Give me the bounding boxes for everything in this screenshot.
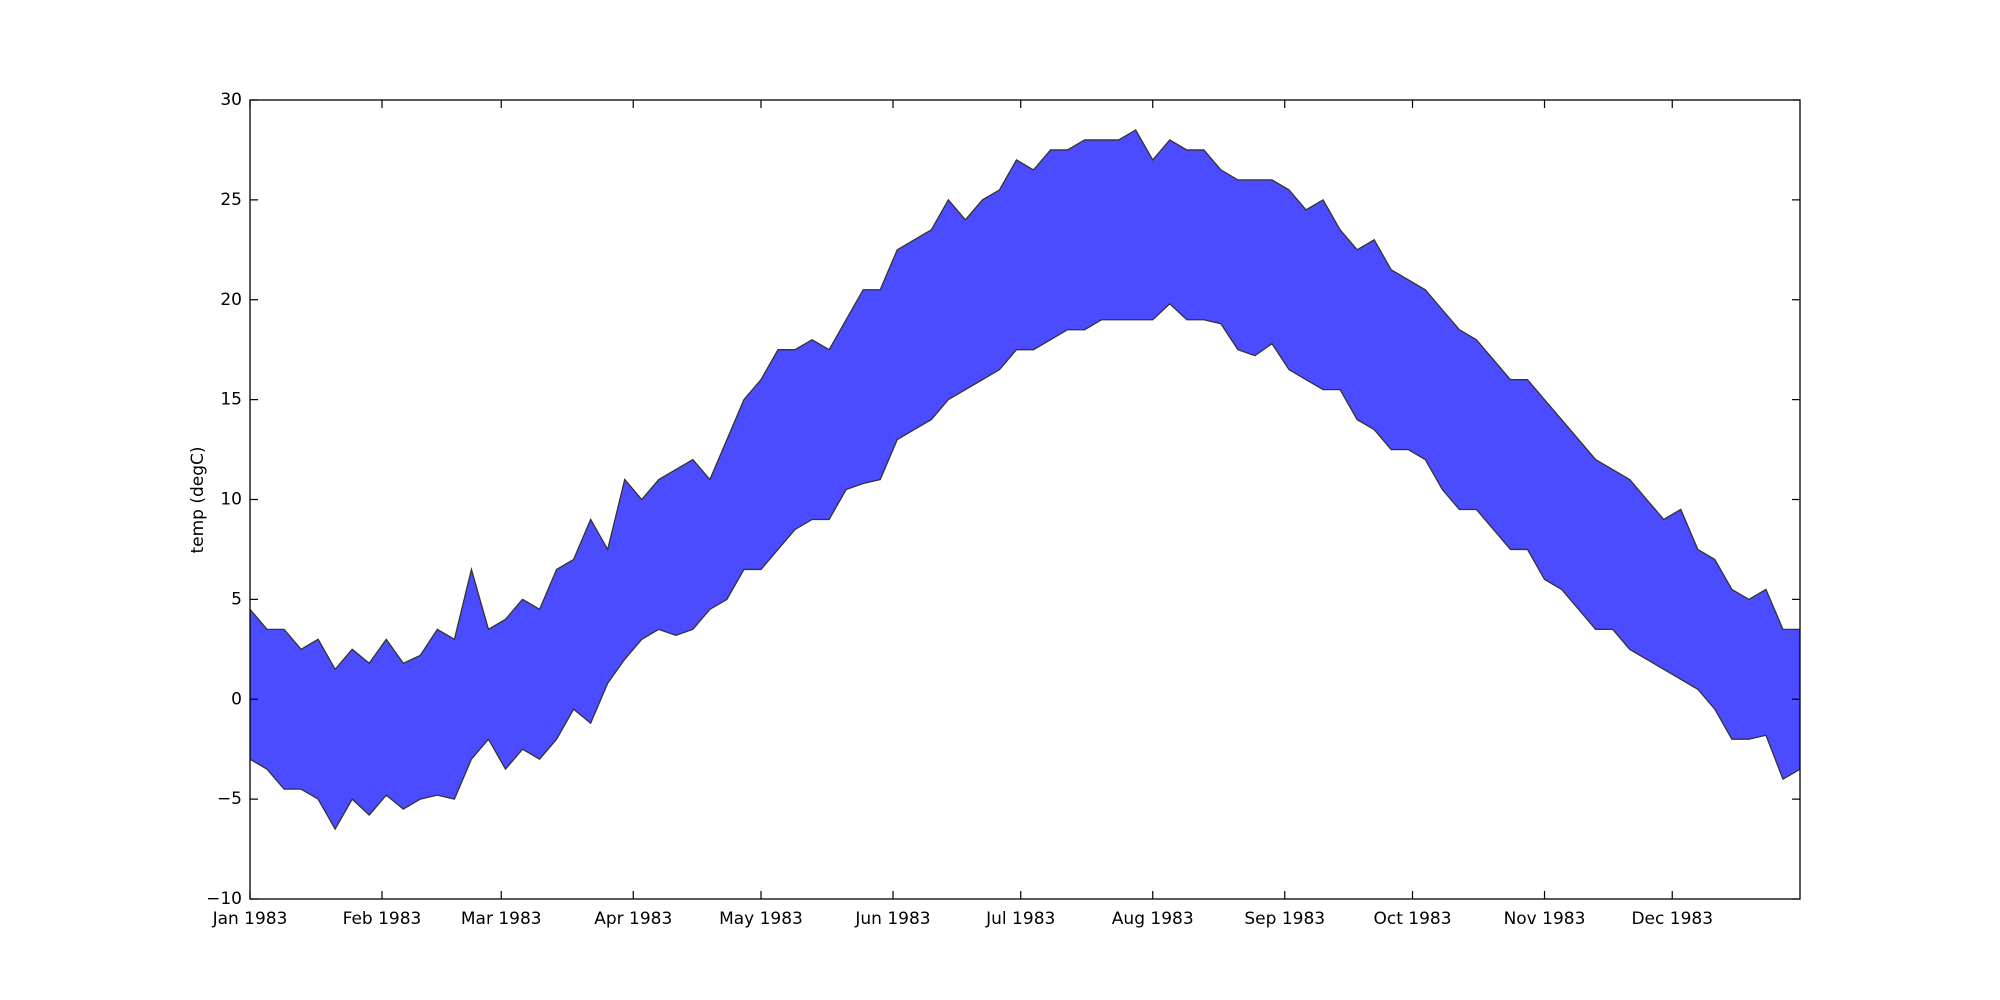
x-tick-label: Jun 1983 xyxy=(854,909,930,929)
x-tick-label: Mar 1983 xyxy=(461,909,542,929)
x-tick-label: Nov 1983 xyxy=(1504,909,1586,929)
x-tick-label: Aug 1983 xyxy=(1112,909,1194,929)
x-tick-label: Apr 1983 xyxy=(594,909,672,929)
y-tick-label: 20 xyxy=(220,290,242,310)
x-tick-label: Dec 1983 xyxy=(1631,909,1713,929)
band-fill xyxy=(250,129,1800,830)
y-tick-label: 5 xyxy=(231,589,242,609)
y-tick-label: 25 xyxy=(220,190,242,210)
x-tick-label: Oct 1983 xyxy=(1373,909,1451,929)
y-tick-label: 0 xyxy=(231,689,242,709)
band-edge xyxy=(249,302,1801,831)
y-axis-label: temp (degC) xyxy=(188,446,208,553)
x-tick-label: May 1983 xyxy=(719,909,803,929)
y-tick-label: −10 xyxy=(206,889,242,909)
y-tick-label: 10 xyxy=(220,490,242,510)
x-tick-label: Jan 1983 xyxy=(212,909,288,929)
band-edge xyxy=(249,129,1800,671)
y-tick-label: −5 xyxy=(217,789,242,809)
y-tick-label: 30 xyxy=(220,90,242,110)
x-tick-label: Feb 1983 xyxy=(343,909,422,929)
x-tick-label: Jul 1983 xyxy=(985,909,1055,929)
y-tick-label: 15 xyxy=(220,390,242,410)
x-tick-label: Sep 1983 xyxy=(1244,909,1325,929)
